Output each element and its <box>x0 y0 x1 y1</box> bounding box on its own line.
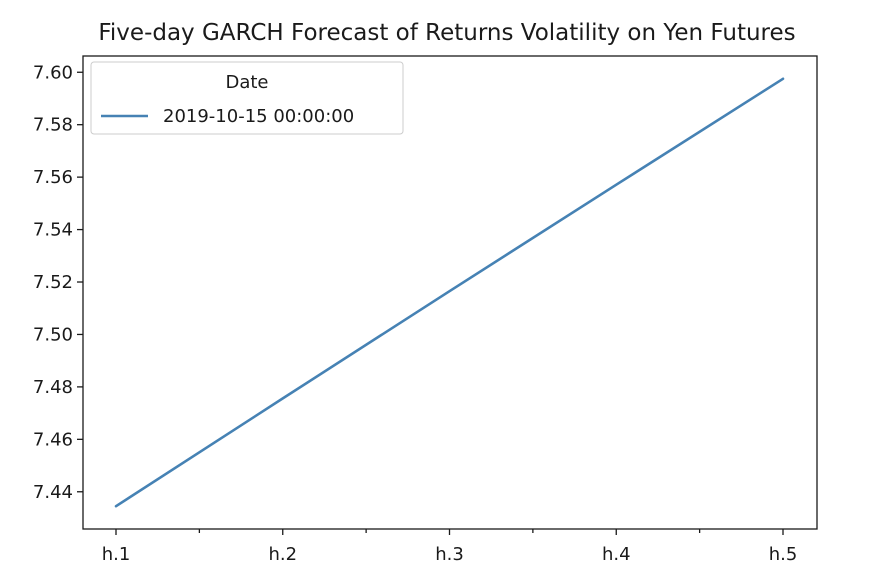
chart-title: Five-day GARCH Forecast of Returns Volat… <box>98 20 795 46</box>
legend: Date 2019-10-15 00:00:00 <box>90 61 404 135</box>
x-tick-label: h.1 <box>102 544 131 565</box>
y-tick-label: 7.44 <box>33 482 73 503</box>
y-tick-label: 7.46 <box>33 429 73 450</box>
legend-title: Date <box>225 72 268 93</box>
y-tick-label: 7.60 <box>33 62 73 83</box>
plot-area: 7.44 7.46 7.48 7.50 7.52 7.54 7.56 7.58 7.60 h.1… <box>33 55 818 565</box>
y-axis: 7.44 7.46 7.48 7.50 7.52 7.54 7.56 7.58 7.60 <box>33 62 83 503</box>
series-layer <box>114 77 785 508</box>
y-tick-label: 7.54 <box>33 220 73 241</box>
legend-box <box>90 61 404 135</box>
y-tick-label: 7.58 <box>33 115 73 136</box>
x-tick-label: h.4 <box>602 544 631 565</box>
y-tick-label: 7.48 <box>33 377 73 398</box>
y-tick-label: 7.52 <box>33 272 73 293</box>
x-tick-label: h.2 <box>268 544 297 565</box>
y-tick-label: 7.50 <box>33 324 73 345</box>
x-tick-label: h.3 <box>435 544 464 565</box>
series-line <box>114 77 785 508</box>
x-axis: h.1 h.2 h.3 h.4 h.5 <box>102 529 798 565</box>
y-tick-label: 7.56 <box>33 167 73 188</box>
legend-entry-label: 2019-10-15 00:00:00 <box>163 106 354 127</box>
x-tick-label: h.5 <box>769 544 798 565</box>
